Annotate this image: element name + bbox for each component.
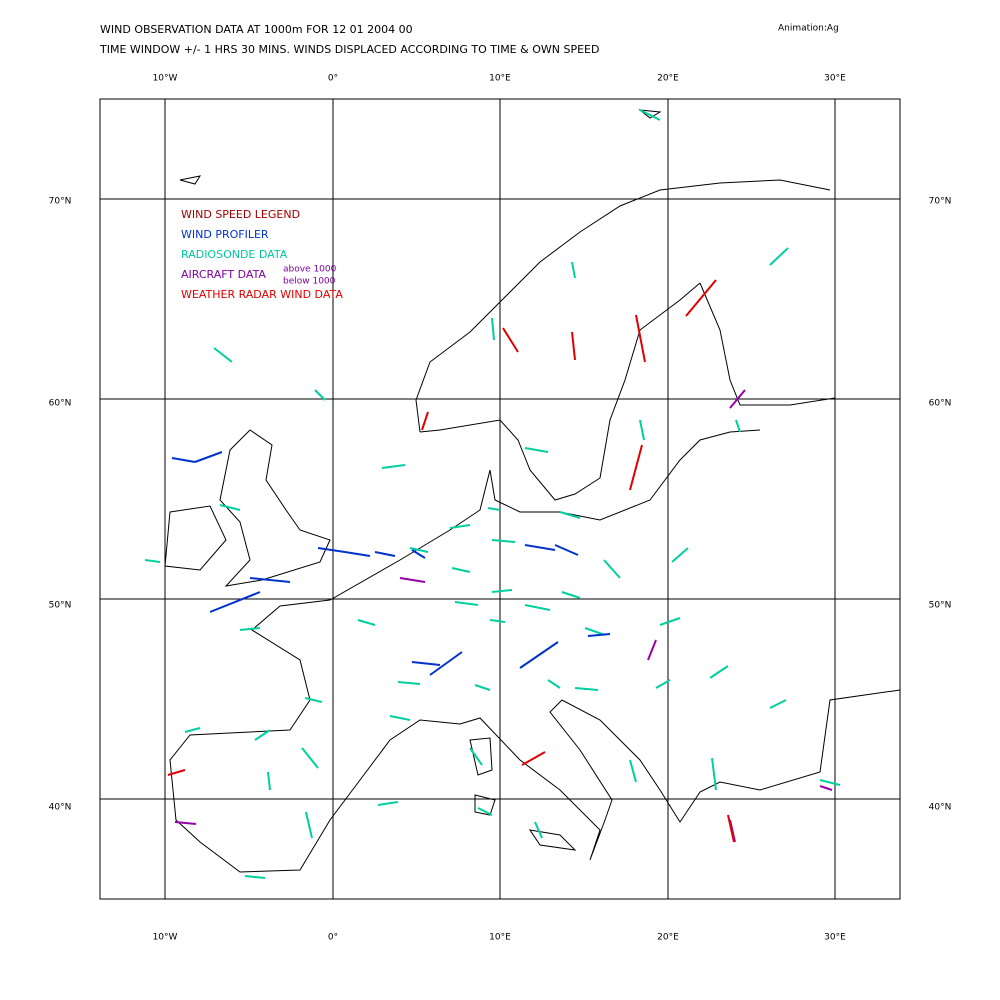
legend-item: WIND PROFILER: [181, 228, 269, 241]
longitude-label: 0°: [328, 933, 338, 943]
latitude-label: 70°N: [929, 197, 952, 207]
longitude-label: 30°E: [824, 74, 846, 84]
latitude-label: 60°N: [49, 399, 72, 409]
coastlines: [164, 109, 901, 873]
longitude-label: 10°W: [153, 933, 178, 943]
aircraft-level: below 1000: [283, 277, 336, 287]
longitude-label: 10°E: [489, 74, 511, 84]
legend-item: RADIOSONDE DATA: [181, 248, 288, 261]
longitude-label: 0°: [328, 74, 338, 84]
longitude-label: 20°E: [657, 933, 679, 943]
latitude-label: 50°N: [929, 601, 952, 611]
latitude-label: 50°N: [49, 601, 72, 611]
subtitle: TIME WINDOW +/- 1 HRS 30 MINS. WINDS DIS…: [99, 43, 599, 56]
axis-labels: 10°W 10°W 0° 0° 10°E 10°E 20°E 20°E 30°E 30°E 70°N…: [49, 74, 952, 943]
longitude-label: 10°W: [153, 74, 178, 84]
latitude-label: 70°N: [49, 197, 72, 207]
latitude-label: 60°N: [929, 399, 952, 409]
legend-item: AIRCRAFT DATA: [181, 268, 266, 281]
map-frame: [99, 98, 901, 900]
legend-item: WEATHER RADAR WIND DATA: [181, 288, 343, 301]
latitude-label: 40°N: [929, 803, 952, 813]
longitude-label: 30°E: [824, 933, 846, 943]
wind-barbs: [144, 109, 841, 879]
longitude-label: 20°E: [657, 74, 679, 84]
legend: WIND SPEED LEGEND WIND PROFILER RADIOSON…: [181, 208, 343, 301]
title: WIND OBSERVATION DATA AT 1000m FOR 12 01…: [100, 23, 413, 36]
legend-item: WIND SPEED LEGEND: [181, 208, 300, 221]
longitude-label: 10°E: [489, 933, 511, 943]
latitude-label: 40°N: [49, 803, 72, 813]
aircraft-level: above 1000: [283, 265, 337, 275]
animation-label: Animation:Ag: [778, 24, 839, 34]
